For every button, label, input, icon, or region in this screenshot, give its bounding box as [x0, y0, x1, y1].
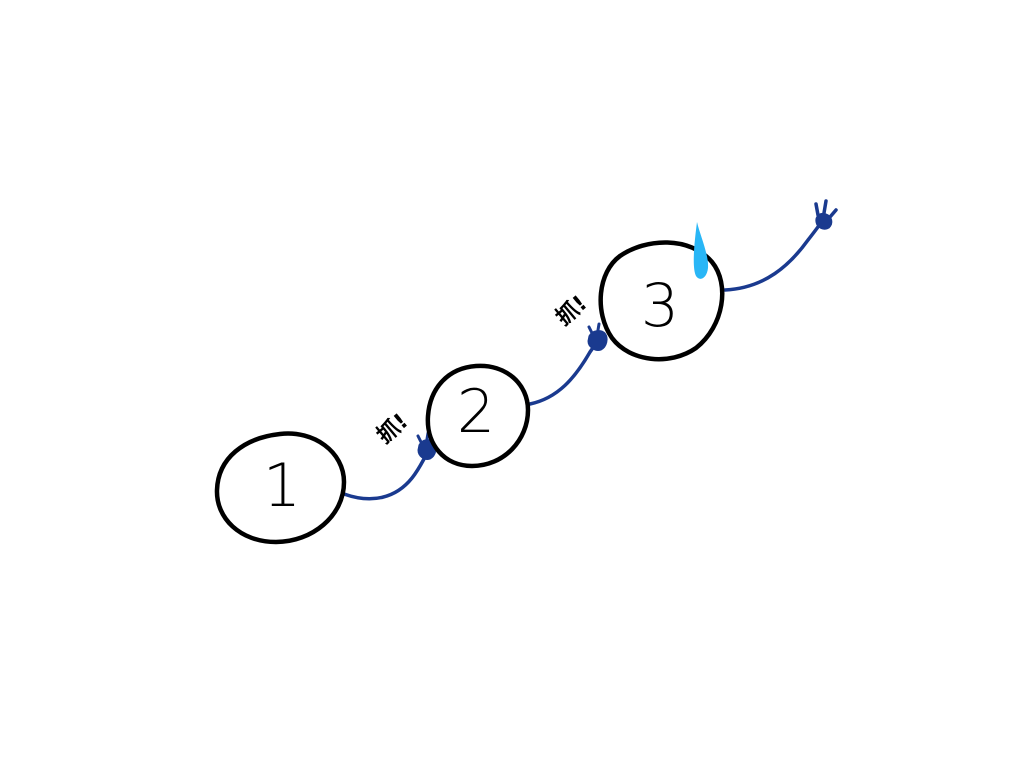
node-3: 3	[598, 240, 725, 362]
node-1: 1	[214, 431, 347, 545]
node-1-circle	[214, 431, 347, 545]
node-3-label: 3	[641, 271, 679, 341]
grabbing-hand-icon	[587, 322, 608, 351]
node-3-circle	[598, 240, 725, 362]
node-2: 2	[425, 363, 531, 469]
sweat-drop-icon	[693, 222, 709, 279]
node-2-circle	[425, 363, 531, 469]
reaching-hand-icon	[814, 199, 838, 230]
node-2-label: 2	[457, 377, 495, 447]
node-1-label: 1	[263, 451, 301, 521]
